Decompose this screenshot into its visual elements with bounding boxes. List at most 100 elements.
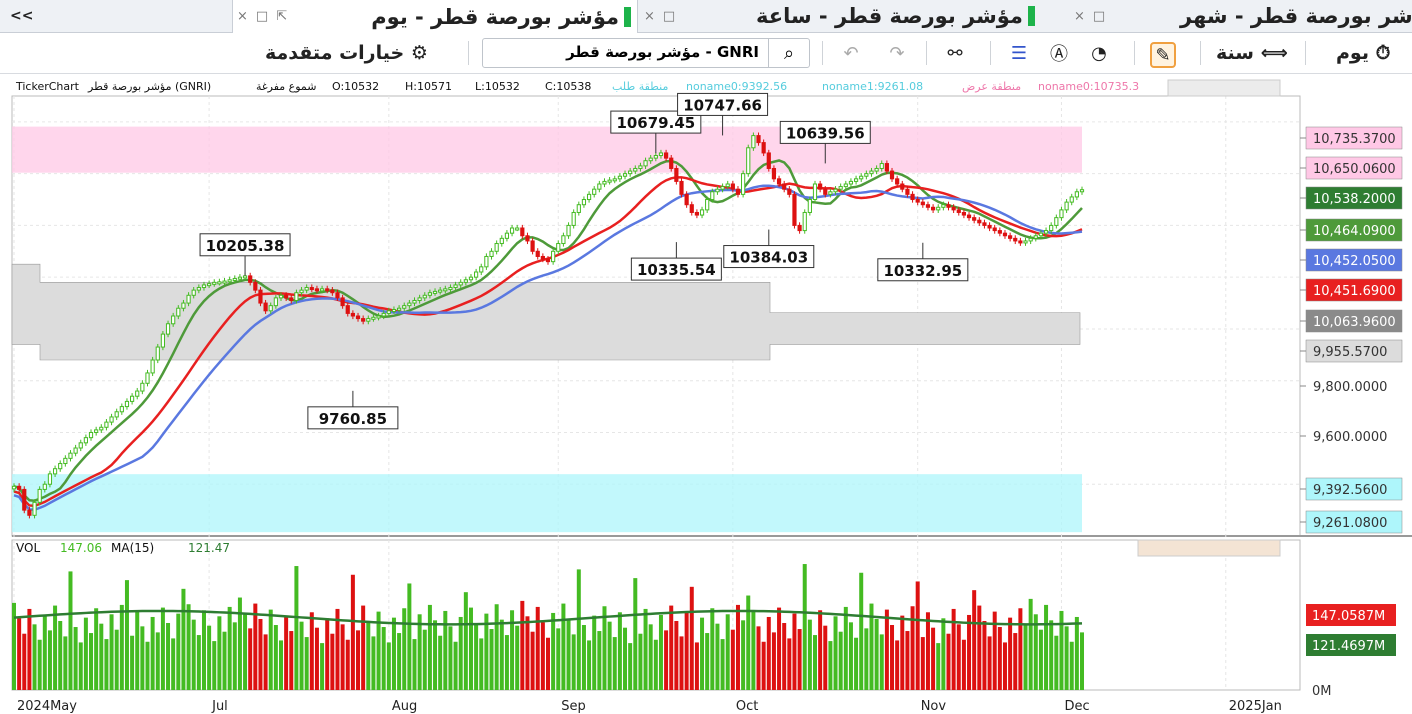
restore-icon[interactable]: □ [255,9,269,24]
candle-body [679,180,684,195]
toolbar: يوم ⏱ سنة ⟺ ✎ ◔ Ⓐ ☰ ⚯ ↷ ↶ GNRI - مؤشر بو… [0,33,1412,74]
restore-icon[interactable]: □ [662,8,676,24]
candle-body [366,318,371,322]
volume-bar [99,623,104,690]
volume-bar [956,624,961,690]
volume-info-text: MA(15) [111,541,154,555]
close-icon[interactable]: × [644,8,655,24]
tab-monthly[interactable]: شر بورصة قطر - شهر [1180,4,1412,28]
volume-bar [243,612,248,690]
undo-icon[interactable]: ↶ [843,42,859,64]
volume-bar [628,643,633,690]
volume-bar [37,639,42,690]
candle-body [109,416,114,423]
candle-body [864,173,869,177]
volume-bar [884,609,889,690]
candle-body [812,183,818,201]
compare-icon[interactable]: ⚯ [947,42,963,64]
volume-bar [925,612,930,690]
price-axis-label: 10,735.3700 [1313,132,1396,147]
levels-icon[interactable]: ☰ [1010,42,1028,64]
redo-icon[interactable]: ↷ [889,42,905,64]
candle-body [571,211,576,226]
separator [1200,41,1201,65]
volume-bar [1059,610,1064,690]
volume-bar [607,621,612,690]
period-year-button[interactable]: سنة ⟺ [1216,42,1288,64]
volume-bar [510,610,515,690]
candle-body [284,294,289,299]
detach-icon[interactable]: ⇱ [276,9,288,24]
candle-body [689,204,694,213]
open-value: O:10532 [332,80,380,93]
annotation-box [199,233,291,257]
candle-body [551,250,556,263]
candle-body [1002,232,1008,237]
volume-bar [587,640,592,690]
candles [11,132,1085,519]
volume-bar [304,637,309,690]
volume-bar [653,639,658,690]
demand-zone-label: منطقة طلب [612,80,669,93]
annotation-label: 10679.45 [616,114,695,132]
volume-bar [94,608,99,690]
candle-body [376,315,381,319]
volume-bar [1080,632,1084,690]
volume-bar [679,636,684,690]
symbol-search-input[interactable]: GNRI - مؤشر بورصة قطر ⌕ [482,38,810,68]
candle-body [756,135,761,144]
auto-icon[interactable]: Ⓐ [1050,44,1068,65]
candle-body [171,315,176,325]
indicator-icon[interactable]: ◔ [1091,42,1107,64]
candle-body [545,258,551,263]
candle-body [407,302,412,307]
volume-bar [279,640,283,690]
candle-body [1074,191,1079,198]
live-indicator-icon [1027,6,1035,26]
candle-body [828,191,833,195]
price-axis-label: 10,538.2000 [1313,192,1396,207]
drawing-tools-icon[interactable]: ✎ [1150,42,1176,68]
volume-bar [664,630,669,690]
candle-body [823,188,828,195]
candle-body [47,473,53,485]
candle-body [1043,230,1049,234]
candle-body [997,230,1002,234]
candle-body [946,204,951,208]
high-value: H:10571 [405,80,452,93]
chart-style-label: شموع مفرغة [256,80,317,93]
volume-bar [78,642,83,690]
search-icon[interactable]: ⌕ [768,39,809,67]
candle-body [792,193,797,226]
volume-bar [248,628,253,690]
volume-bar [694,642,699,690]
volume-bar [325,618,330,690]
tab-hourly[interactable]: مؤشر بورصة قطر - ساعة [756,0,1035,32]
candle-body [925,204,931,208]
volume-bar [284,615,289,690]
candle-body [936,206,941,211]
tab-daily[interactable]: مؤشر بورصة قطر - يوم ⇱ □ × [232,0,638,33]
period-day-button[interactable]: يوم ⏱ [1336,42,1391,64]
candle-body [191,289,196,296]
candle-body [622,173,628,177]
annotation-label: 10384.03 [729,249,808,267]
volume-bar [58,620,63,690]
candle-body [977,219,982,224]
volume-bar [155,632,160,690]
candle-body [715,188,720,193]
settings-icon: ⚙ [410,42,428,64]
candle-body [381,312,386,317]
candle-body [556,243,561,252]
volume-bar [566,618,571,690]
advanced-options-button[interactable]: ⚙ خيارات متقدمة [265,42,428,64]
candle-body [530,240,535,252]
close-icon[interactable]: × [1074,8,1085,24]
volume-bar [967,614,972,690]
close-icon[interactable]: × [237,9,248,24]
collapse-tabs-button[interactable]: << [10,8,34,24]
candle-body [663,152,669,159]
candle-body [330,289,335,294]
restore-icon[interactable]: □ [1092,8,1106,24]
